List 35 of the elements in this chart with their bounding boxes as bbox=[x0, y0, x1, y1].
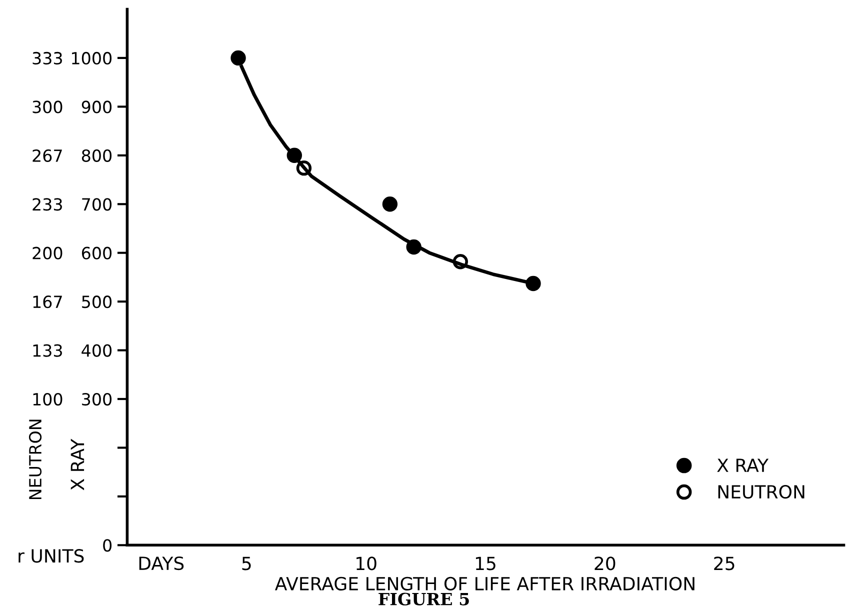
x-tick-label: 5 bbox=[242, 556, 251, 570]
y2-tick-label: 133 bbox=[33, 344, 62, 357]
text: DAYS bbox=[139, 556, 184, 570]
y2-axis-title: NEUTRON bbox=[28, 420, 42, 500]
y2-tick-label: 167 bbox=[33, 296, 62, 308]
y-tick-label: 800 bbox=[82, 149, 112, 162]
point bbox=[526, 276, 541, 292]
y-tick-label: 0 bbox=[103, 539, 112, 552]
y2-tick-label: 100 bbox=[33, 392, 62, 406]
x-axis-title: AVERAGE LENGTH OF LIFE AFTER IRRADIATION bbox=[274, 576, 694, 590]
y2-tick-label: 300 bbox=[32, 100, 62, 114]
y-tick-label: 700 bbox=[82, 198, 112, 211]
text: FIGURE 5 bbox=[378, 592, 469, 606]
y-tick-label: 900 bbox=[82, 100, 112, 114]
point bbox=[406, 239, 422, 255]
point bbox=[382, 196, 398, 212]
y-axis-title: X RAY bbox=[70, 438, 84, 490]
text: r UNITS bbox=[18, 549, 84, 563]
y2-tick-label: 200 bbox=[32, 246, 62, 260]
x-tick-label: 10 bbox=[356, 556, 376, 570]
point bbox=[286, 148, 302, 163]
x-tick-label: 15 bbox=[476, 556, 496, 570]
y2-tick-label: 233 bbox=[32, 198, 62, 211]
x-tick-label: 25 bbox=[714, 556, 734, 570]
legend-label: NEUTRON bbox=[718, 484, 804, 499]
y2-tick-label: 333 bbox=[32, 52, 62, 65]
y-tick-label: 500 bbox=[82, 296, 112, 308]
x-tick-label: 20 bbox=[594, 556, 616, 570]
y-tick-label: 600 bbox=[82, 246, 112, 260]
y-tick-label: 400 bbox=[82, 344, 112, 357]
y-tick-label: 1000 bbox=[72, 52, 112, 65]
y-tick-label: 300 bbox=[82, 392, 112, 406]
legend-label: X RAY bbox=[717, 458, 769, 472]
point bbox=[230, 50, 246, 66]
y2-tick-label: 267 bbox=[32, 149, 62, 162]
